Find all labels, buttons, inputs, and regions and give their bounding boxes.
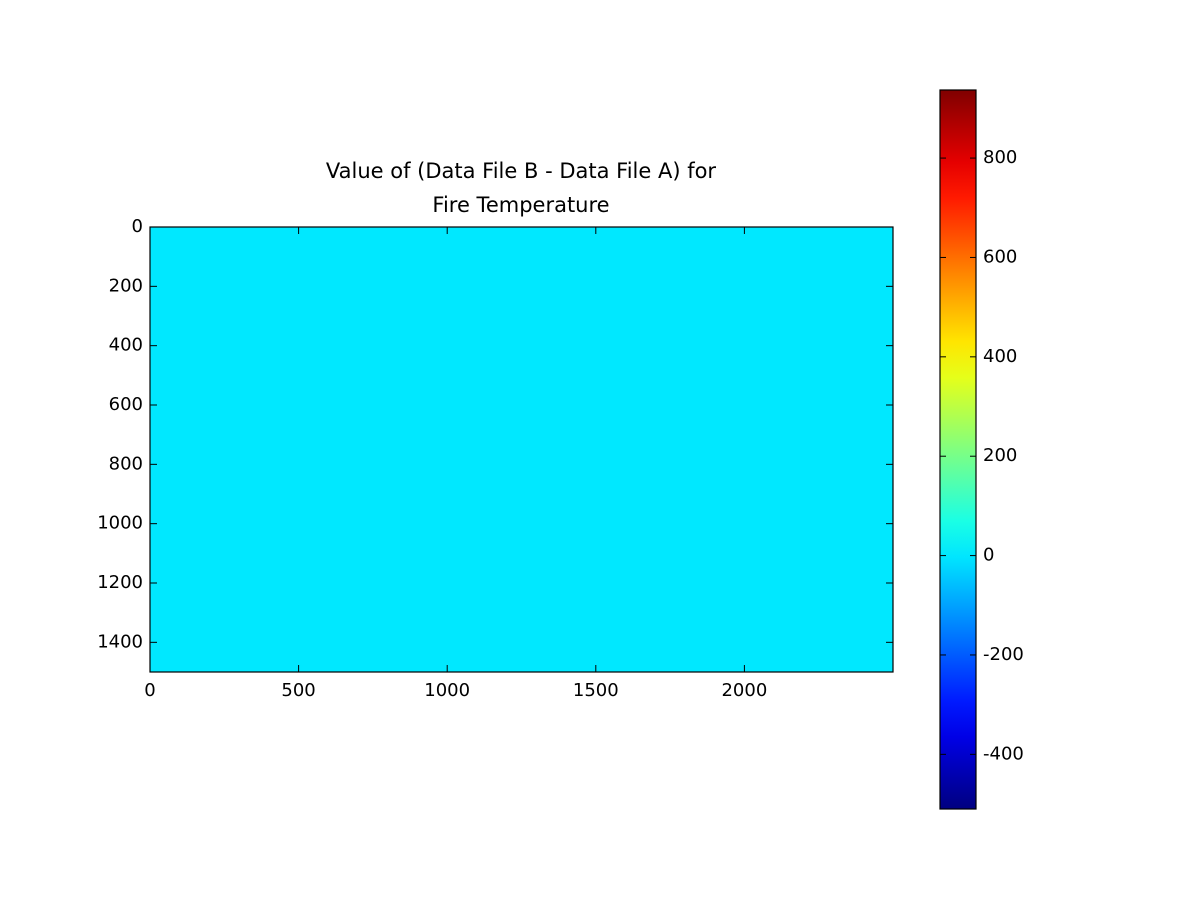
- axes-frame: [149, 226, 894, 673]
- colorbar-tick-label: 200: [983, 445, 1017, 466]
- colorbar-tick-label: -200: [983, 644, 1024, 665]
- x-tick-label: 1500: [573, 680, 619, 701]
- colorbar: [939, 89, 977, 810]
- y-tick-label: 600: [109, 394, 143, 415]
- colorbar-tick-label: -400: [983, 743, 1024, 764]
- y-tick-label: 0: [132, 216, 143, 237]
- x-tick-label: 1000: [424, 680, 470, 701]
- chart-title: Fire Temperature: [432, 193, 609, 217]
- colorbar-tick-label: 0: [983, 545, 994, 566]
- y-tick-label: 800: [109, 453, 143, 474]
- x-tick-label: 500: [281, 680, 315, 701]
- x-tick-label: 0: [144, 680, 155, 701]
- y-tick-label: 1400: [97, 631, 143, 652]
- colorbar-tick-label: 800: [983, 147, 1017, 168]
- chart-title: Value of (Data File B - Data File A) for: [326, 159, 717, 183]
- y-tick-label: 1200: [97, 572, 143, 593]
- x-tick-label: 2000: [721, 680, 767, 701]
- y-tick-label: 400: [109, 335, 143, 356]
- image-cell: [150, 227, 893, 672]
- y-tick-label: 1000: [97, 513, 143, 534]
- colorbar-tick-label: 600: [983, 246, 1017, 267]
- y-tick-label: 200: [109, 275, 143, 296]
- colorbar-tick-label: 400: [983, 346, 1017, 367]
